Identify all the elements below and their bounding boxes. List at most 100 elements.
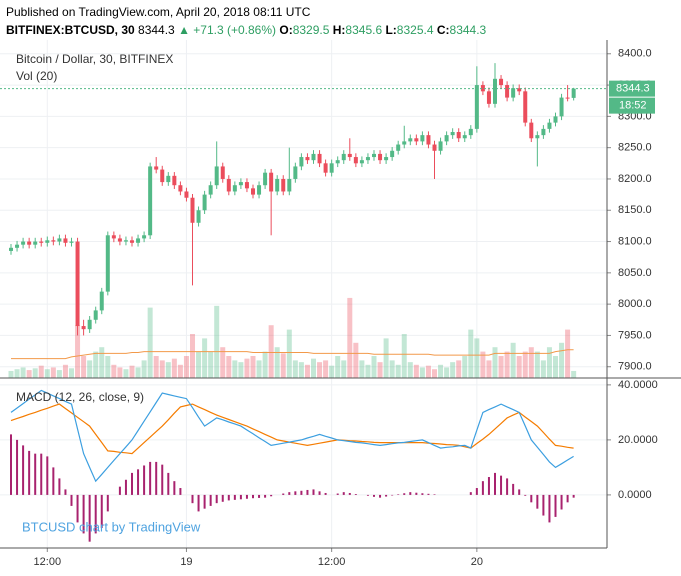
macd-histogram bbox=[70, 494, 73, 506]
macd-histogram bbox=[300, 490, 303, 495]
candle-body bbox=[438, 141, 443, 151]
candle-body bbox=[214, 166, 219, 186]
candle-body bbox=[105, 235, 110, 292]
candle-body bbox=[486, 91, 491, 104]
volume-bar bbox=[444, 367, 450, 378]
macd-histogram bbox=[179, 488, 182, 495]
volume-bar bbox=[407, 362, 413, 378]
macd-histogram bbox=[58, 478, 61, 495]
candle-body bbox=[238, 182, 243, 186]
candle-body bbox=[226, 178, 231, 192]
candle-body bbox=[426, 135, 431, 145]
x-tick-label: 20 bbox=[471, 556, 483, 568]
volume-bar bbox=[81, 356, 87, 378]
macd-histogram bbox=[500, 475, 503, 495]
candle-body bbox=[63, 238, 68, 243]
macd-histogram bbox=[155, 461, 158, 495]
volume-bar bbox=[528, 347, 534, 378]
volume-bar bbox=[232, 360, 238, 378]
macd-histogram bbox=[306, 489, 309, 495]
volume-bar bbox=[141, 360, 147, 378]
volume-bar bbox=[123, 369, 129, 378]
macd-histogram bbox=[209, 494, 212, 506]
price: 8344.3 bbox=[138, 23, 175, 37]
candle-body bbox=[220, 166, 225, 179]
macd-line bbox=[10, 389, 574, 483]
candle-body bbox=[15, 244, 20, 248]
macd-histogram bbox=[143, 465, 146, 495]
candle-body bbox=[287, 178, 292, 192]
macd-histogram bbox=[318, 491, 321, 495]
macd-histogram bbox=[173, 481, 176, 495]
candle-body bbox=[420, 135, 425, 142]
volume-bar bbox=[522, 351, 528, 378]
candle-body bbox=[136, 238, 141, 243]
y-tick-label: 8000.0 bbox=[618, 298, 652, 310]
volume-bar bbox=[56, 370, 62, 378]
candle-body bbox=[359, 160, 364, 164]
ohlc-value: 8329.5 bbox=[292, 23, 330, 37]
candle-body bbox=[390, 150, 395, 158]
candle-body bbox=[378, 153, 383, 161]
candle-body bbox=[9, 247, 13, 251]
macd-histogram bbox=[100, 494, 103, 528]
volume-bar bbox=[438, 364, 444, 378]
candle-body bbox=[87, 319, 92, 330]
candle-body bbox=[154, 166, 159, 170]
volume-bar bbox=[419, 367, 425, 378]
volume-bar bbox=[226, 356, 232, 378]
volume-bar bbox=[256, 360, 262, 378]
volume-bar bbox=[196, 351, 202, 378]
y-tick-label: 8100.0 bbox=[618, 235, 652, 247]
candle-body bbox=[365, 157, 370, 161]
countdown-box bbox=[609, 97, 655, 114]
macd-histogram bbox=[137, 469, 140, 495]
volume-bar bbox=[311, 358, 316, 378]
volume-bar bbox=[462, 356, 468, 378]
volume-bar bbox=[99, 347, 105, 378]
candle-body bbox=[341, 153, 346, 161]
volume-bar bbox=[111, 364, 117, 378]
macd-histogram bbox=[124, 479, 127, 495]
candle-body bbox=[480, 85, 485, 92]
candle-body bbox=[408, 138, 413, 142]
volume-bar bbox=[117, 367, 123, 378]
candle-body bbox=[372, 153, 376, 158]
candle-body bbox=[142, 235, 147, 239]
header: Published on TradingView.com, April 20, … bbox=[6, 3, 486, 39]
macd-histogram bbox=[494, 472, 496, 495]
ohlc-label: L: bbox=[385, 23, 397, 37]
candle-body bbox=[414, 138, 419, 142]
candle-body bbox=[468, 128, 473, 136]
candle-body bbox=[281, 178, 286, 192]
macd-histogram bbox=[385, 494, 388, 497]
y-tick-label: 8250.0 bbox=[618, 142, 652, 154]
candle-body bbox=[311, 153, 316, 161]
volume-bar bbox=[571, 370, 577, 378]
candle-body bbox=[499, 78, 504, 86]
volume-bar bbox=[159, 360, 165, 378]
ohlc-value: 8325.4 bbox=[396, 23, 434, 37]
macd-histogram bbox=[10, 434, 12, 495]
ohlc-label: O: bbox=[279, 23, 293, 37]
volume-bar bbox=[177, 364, 183, 378]
candle-body bbox=[117, 238, 122, 242]
volume-bar bbox=[244, 358, 250, 378]
x-tick-label: 19 bbox=[180, 556, 192, 568]
y-tick-label: 7950.0 bbox=[618, 329, 652, 341]
candle-body bbox=[45, 240, 50, 243]
macd-histogram bbox=[530, 494, 533, 503]
macd-histogram bbox=[481, 481, 484, 495]
volume-bar bbox=[425, 365, 431, 378]
macd-histogram bbox=[506, 478, 509, 495]
ohlc: O:8329.5 H:8345.6 L:8325.4 C:8344.3 bbox=[279, 23, 486, 37]
macd-histogram bbox=[288, 492, 291, 495]
volume-bar bbox=[105, 356, 111, 378]
candle-body bbox=[81, 326, 86, 330]
candle-body bbox=[111, 235, 116, 239]
volume-bar bbox=[135, 367, 141, 378]
macd-histogram bbox=[366, 494, 369, 496]
ohlc-label: H: bbox=[332, 23, 346, 37]
ohlc-value: 8345.6 bbox=[345, 23, 383, 37]
volume-bar bbox=[565, 329, 571, 378]
